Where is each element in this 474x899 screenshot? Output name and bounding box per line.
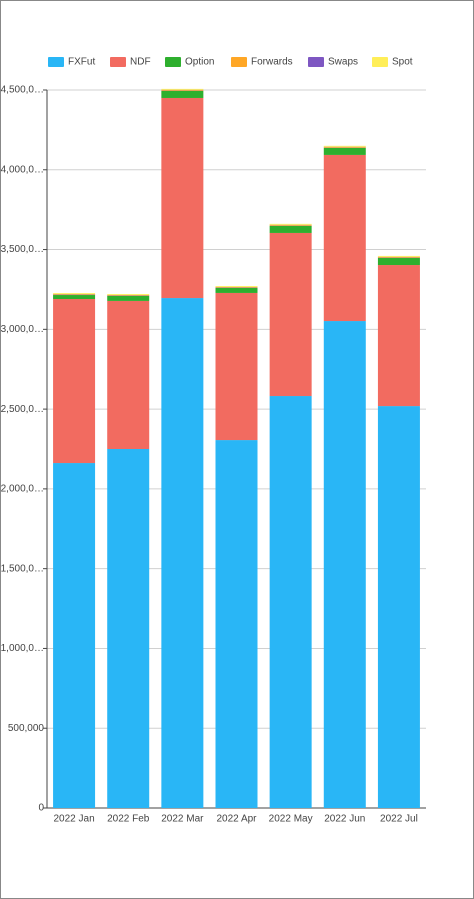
bar-segment (53, 293, 96, 295)
legend-swatch[interactable] (372, 57, 388, 67)
bar-segment (323, 145, 366, 147)
bar-segment (215, 440, 258, 808)
bar-segment (107, 449, 150, 808)
bar-segment (323, 147, 366, 155)
bar-segment (377, 258, 420, 266)
legend-label[interactable]: Forwards (251, 57, 293, 68)
bar-segment (53, 294, 96, 296)
bar-segment (269, 225, 312, 233)
x-tick-label: 2022 Jul (380, 814, 418, 825)
x-tick-label: 2022 Jun (324, 814, 365, 825)
bar-segment (161, 298, 204, 808)
y-tick-label: 1,000,0… (1, 643, 44, 654)
legend-swatch[interactable] (48, 57, 64, 67)
bar-segment (215, 288, 258, 293)
bar-segment (53, 299, 96, 464)
y-tick-label: 4,500,0… (1, 85, 44, 96)
y-tick-label: 3,000,0… (1, 324, 44, 335)
x-tick-label: 2022 Mar (161, 814, 204, 825)
legend-label[interactable]: Spot (392, 57, 413, 68)
bar-segment (269, 223, 312, 225)
x-tick-label: 2022 Jan (53, 814, 94, 825)
bar-segment (107, 294, 150, 296)
x-tick-label: 2022 May (269, 814, 313, 825)
bar-segment (323, 154, 366, 322)
y-tick-label: 0 (38, 803, 44, 814)
bar-segment (323, 147, 366, 148)
legend-swatch[interactable] (110, 57, 126, 67)
y-tick-label: 2,500,0… (1, 404, 44, 415)
x-tick-label: 2022 Feb (107, 814, 150, 825)
bar-segment (53, 463, 96, 808)
y-tick-label: 500,000 (8, 723, 45, 734)
legend-label[interactable]: NDF (130, 57, 151, 68)
bar-segment (377, 406, 420, 808)
y-tick-label: 1,500,0… (1, 563, 44, 574)
bar-segment (161, 90, 204, 98)
bar-segment (107, 300, 150, 449)
legend-label[interactable]: FXFut (68, 57, 95, 68)
bar-segment (377, 265, 420, 407)
bar-segment (53, 295, 96, 300)
legend-swatch[interactable] (231, 57, 247, 67)
x-tick-label: 2022 Apr (216, 814, 257, 825)
legend-label[interactable]: Swaps (328, 57, 358, 68)
bar-segment (377, 257, 420, 259)
legend-swatch[interactable] (308, 57, 324, 67)
bar-segment (323, 321, 366, 808)
bar-segment (161, 90, 204, 91)
bar-segment (269, 225, 312, 226)
bar-segment (269, 396, 312, 808)
bar-segment (269, 232, 312, 397)
bar-segment (161, 97, 204, 299)
bar-segment (377, 255, 420, 257)
bar-segment (107, 295, 150, 296)
y-tick-label: 3,500,0… (1, 244, 44, 255)
bar-segment (215, 286, 258, 288)
y-tick-label: 4,000,0… (1, 164, 44, 175)
y-tick-label: 2,000,0… (1, 484, 44, 495)
bar-segment (107, 295, 150, 301)
bar-segment (161, 88, 204, 90)
bar-segment (215, 287, 258, 289)
legend-swatch[interactable] (165, 57, 181, 67)
bar-segment (215, 292, 258, 441)
legend-label[interactable]: Option (185, 57, 214, 68)
